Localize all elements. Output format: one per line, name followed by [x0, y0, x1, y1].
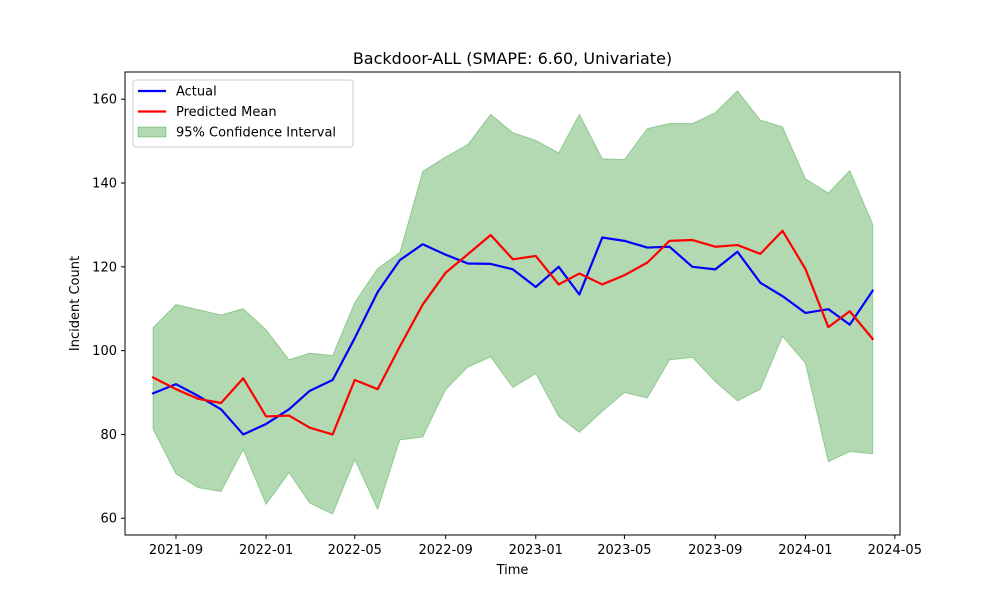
y-tick-label: 80: [100, 428, 117, 443]
legend-label-95-confidence-interval: 95% Confidence Interval: [176, 126, 336, 141]
legend-swatch-95-confidence-interval: [137, 126, 167, 138]
series-line-predicted-mean: [151, 229, 875, 436]
y-tick-label: 100: [92, 344, 117, 359]
y-tick-label: 160: [92, 93, 117, 108]
x-tick-label: 2023-05: [597, 543, 651, 558]
y-tick-label: 60: [100, 512, 117, 527]
y-tick-label: 140: [92, 177, 117, 192]
x-tick-label: 2021-09: [149, 543, 203, 558]
series-layer: [151, 229, 875, 436]
y-axis: 60 80 100 120 140 160: [92, 93, 125, 527]
chart-title: Backdoor-ALL (SMAPE: 6.60, Univariate): [353, 49, 672, 68]
x-tick-label: 2024-05: [868, 543, 922, 558]
legend-label-actual: Actual: [176, 85, 217, 100]
x-tick-label: 2023-01: [509, 543, 563, 558]
y-axis-label: Incident Count: [68, 256, 83, 351]
x-axis: 2021-09 2022-01 2022-05 2022-09 2023-01 2023-…: [149, 535, 922, 558]
x-tick-label: 2022-01: [239, 543, 293, 558]
x-axis-label: Time: [496, 563, 529, 578]
x-tick-label: 2024-01: [778, 543, 832, 558]
series-line-actual: [151, 236, 875, 436]
legend-box: [132, 79, 354, 148]
y-tick-label: 120: [92, 260, 117, 275]
legend-label-predicted-mean: Predicted Mean: [176, 105, 277, 120]
x-tick-label: 2022-05: [328, 543, 382, 558]
confidence-interval-band: [152, 90, 874, 515]
plot-frame: [124, 71, 901, 536]
legend: Actual Predicted Mean 95% Confidence Inter…: [132, 79, 354, 148]
x-tick-label: 2023-09: [688, 543, 742, 558]
confidence-band-layer: [152, 90, 874, 515]
x-tick-label: 2022-09: [418, 543, 472, 558]
